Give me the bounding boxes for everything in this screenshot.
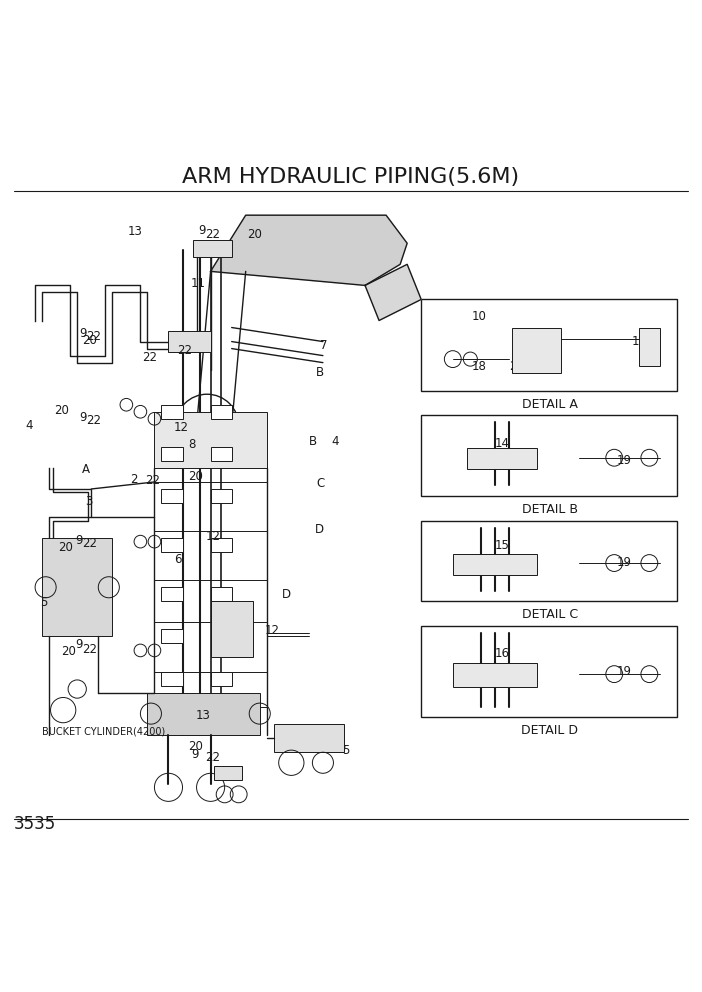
Text: 18: 18 (472, 360, 486, 373)
Bar (161, 587, 183, 601)
Bar (161, 446, 183, 461)
Text: 13: 13 (128, 225, 143, 238)
Text: 9: 9 (192, 748, 199, 761)
Bar (274, 724, 344, 752)
Bar (161, 538, 183, 553)
Text: C: C (316, 477, 324, 490)
Text: D: D (282, 588, 291, 601)
Text: 20: 20 (187, 740, 203, 753)
Text: 6: 6 (174, 553, 181, 565)
Bar (161, 672, 183, 685)
Bar (639, 327, 660, 366)
Text: 5: 5 (342, 744, 349, 757)
Text: D: D (315, 523, 324, 537)
Bar (421, 300, 677, 391)
Text: 12: 12 (173, 421, 189, 434)
Text: 22: 22 (145, 474, 161, 487)
Text: 20: 20 (54, 404, 69, 417)
Text: 19: 19 (616, 665, 631, 678)
Text: 22: 22 (205, 751, 220, 765)
Text: A: A (82, 463, 91, 476)
Text: 8: 8 (188, 438, 195, 451)
Text: 11: 11 (190, 278, 206, 291)
Text: BUCKET CYLINDER(4200): BUCKET CYLINDER(4200) (42, 726, 166, 736)
Text: 3: 3 (85, 495, 92, 508)
Bar (467, 448, 537, 469)
Text: 20: 20 (58, 541, 73, 554)
Text: 20: 20 (187, 470, 203, 483)
Text: 13: 13 (196, 709, 211, 722)
Text: 20: 20 (247, 228, 263, 241)
Text: 4: 4 (26, 420, 33, 433)
Text: 16: 16 (495, 648, 510, 661)
Circle shape (200, 419, 214, 433)
Bar (211, 446, 232, 461)
Text: 9: 9 (79, 326, 86, 339)
Bar (161, 405, 183, 419)
Bar (42, 538, 112, 637)
Text: 19: 19 (616, 454, 631, 467)
Bar (193, 240, 232, 257)
Text: 22: 22 (142, 351, 157, 364)
Text: 12: 12 (265, 624, 280, 637)
Bar (214, 766, 242, 781)
Text: 4: 4 (332, 434, 339, 447)
Text: 9: 9 (76, 638, 83, 652)
Text: 17: 17 (632, 335, 647, 348)
Text: 22: 22 (82, 643, 98, 656)
Text: DETAIL C: DETAIL C (522, 608, 578, 621)
Text: 20: 20 (60, 646, 76, 659)
Bar (453, 554, 537, 574)
Text: 21: 21 (509, 360, 524, 373)
Text: 7: 7 (320, 339, 327, 352)
Bar (421, 626, 677, 717)
Text: 9: 9 (199, 224, 206, 237)
Text: 22: 22 (205, 228, 220, 241)
Text: 9: 9 (79, 411, 86, 424)
Bar (168, 331, 211, 352)
Text: 12: 12 (205, 530, 220, 543)
Bar (453, 663, 537, 687)
Bar (211, 405, 232, 419)
Text: 10: 10 (472, 310, 486, 323)
Text: DETAIL D: DETAIL D (521, 724, 578, 737)
Bar (211, 672, 232, 685)
Text: 22: 22 (86, 330, 101, 343)
Bar (512, 327, 561, 373)
Text: 22: 22 (86, 415, 101, 428)
Text: B: B (309, 434, 317, 447)
Text: 14: 14 (495, 436, 510, 449)
Polygon shape (211, 215, 407, 286)
Bar (161, 629, 183, 644)
Bar (154, 412, 267, 468)
Text: 20: 20 (82, 333, 98, 346)
Text: 5: 5 (40, 596, 47, 609)
Bar (211, 587, 232, 601)
Text: 15: 15 (495, 539, 510, 552)
Bar (421, 521, 677, 601)
Bar (421, 416, 677, 496)
Bar (161, 489, 183, 503)
Text: 22: 22 (82, 538, 98, 551)
Bar (211, 601, 253, 658)
Text: DETAIL B: DETAIL B (522, 503, 578, 516)
Text: 2: 2 (131, 473, 138, 486)
Polygon shape (365, 264, 421, 320)
Text: ARM HYDRAULIC PIPING(5.6M): ARM HYDRAULIC PIPING(5.6M) (183, 167, 519, 186)
Text: DETAIL A: DETAIL A (522, 398, 578, 411)
Text: 3535: 3535 (14, 815, 56, 833)
Bar (147, 692, 260, 735)
Bar (211, 629, 232, 644)
Text: 19: 19 (616, 557, 631, 569)
Text: B: B (316, 366, 324, 379)
Bar (211, 538, 232, 553)
Text: 9: 9 (76, 534, 83, 547)
Text: 22: 22 (177, 344, 192, 357)
Bar (211, 489, 232, 503)
